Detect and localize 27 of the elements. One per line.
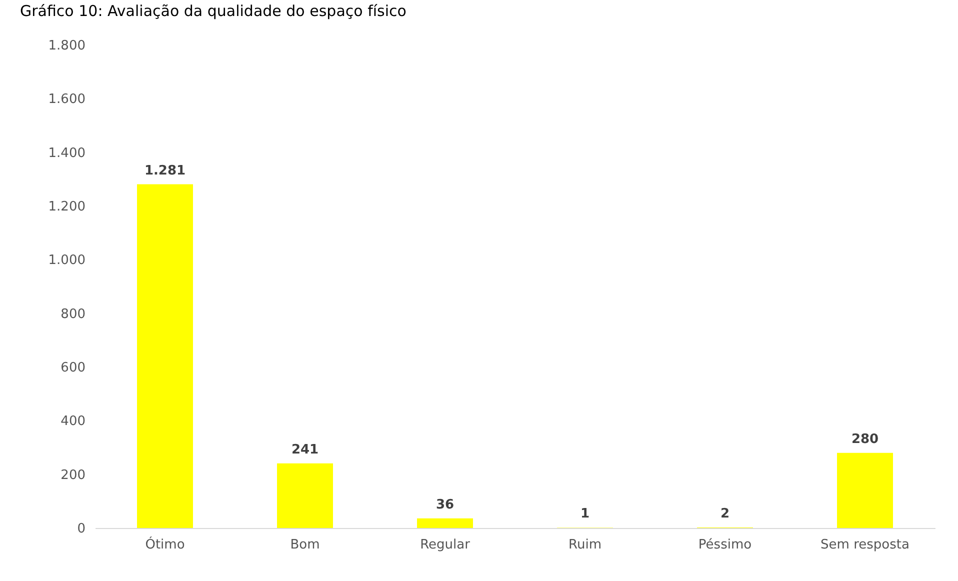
chart-title: Gráfico 10: Avaliação da qualidade do espaço físico xyxy=(20,2,406,20)
data-label: 241 xyxy=(291,442,319,458)
y-tick-label: 400 xyxy=(60,414,86,430)
data-label: 1 xyxy=(580,506,590,522)
bar xyxy=(417,518,473,528)
y-tick-label: 200 xyxy=(60,468,86,483)
x-tick-label: Sem resposta xyxy=(820,538,910,552)
y-tick-label: 0 xyxy=(77,522,86,536)
data-label: 280 xyxy=(851,432,879,447)
x-tick-label: Ruim xyxy=(568,538,602,552)
data-label: 2 xyxy=(720,506,730,522)
bar xyxy=(137,184,193,528)
y-tick-label: 800 xyxy=(60,306,86,322)
x-tick-label: Regular xyxy=(420,538,471,552)
bar xyxy=(837,452,893,528)
y-tick-label: 1.600 xyxy=(48,92,86,108)
data-label: 36 xyxy=(436,497,454,512)
y-tick-label: 1.800 xyxy=(48,38,86,54)
x-tick-label: Péssimo xyxy=(698,538,752,552)
x-tick-label: Ótimo xyxy=(145,536,185,552)
y-tick-label: 600 xyxy=(60,360,86,376)
bar xyxy=(277,463,333,528)
x-tick-label: Bom xyxy=(290,538,320,552)
y-tick-label: 1.000 xyxy=(48,253,86,268)
y-tick-label: 1.400 xyxy=(48,146,86,161)
y-tick-label: 1.200 xyxy=(48,200,86,214)
data-label: 1.281 xyxy=(144,163,186,178)
